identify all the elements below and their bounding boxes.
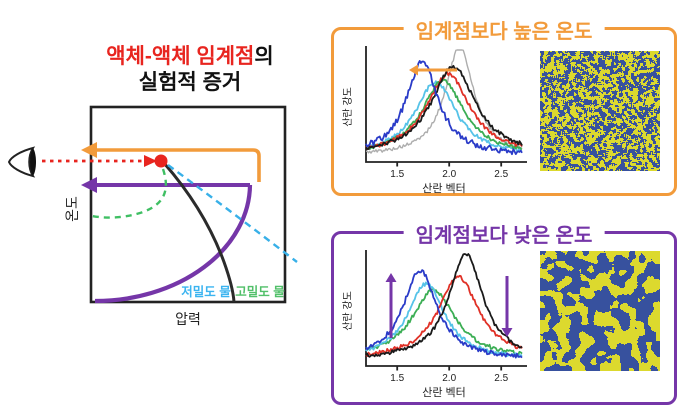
orange-arrowhead — [81, 142, 97, 158]
peak-shift-arrow-group — [409, 64, 457, 76]
chart-axes — [365, 46, 527, 163]
high-density-extension-curve — [91, 168, 168, 219]
phase-diagram: 온도 압력 저밀도 물 고밀도 물 — [7, 105, 298, 327]
panel-low-temp: 임계점보다 낮은 온도 산란 벡터 산란 강도 1.5 2.0 2.5 — [331, 219, 677, 405]
spectrum-curve-cyan — [365, 80, 523, 153]
x-tick-label: 1.5 — [390, 373, 404, 384]
panel-low-temp-title: 임계점보다 낮은 온도 — [403, 219, 605, 248]
shift-arrowhead-left — [409, 64, 418, 76]
chart-axes — [365, 250, 527, 367]
critical-point — [154, 154, 168, 168]
scattering-chart-low-temp: 산란 벡터 산란 강도 1.5 2.0 2.5 — [342, 250, 527, 399]
main-title-line1: 액체-액체 임계점의 — [70, 44, 310, 70]
coexistence-curve — [162, 162, 236, 303]
simulation-snapshot-low-temp — [540, 251, 660, 371]
spectrum-curve-black — [365, 64, 523, 150]
spectrum-curve-red — [365, 274, 523, 357]
panel-high-temp-title: 임계점보다 높은 온도 — [403, 15, 605, 44]
main-title-red-part: 액체-액체 임계점 — [106, 45, 255, 68]
observation-arrowhead — [144, 155, 157, 167]
peak-shift-arrow-group — [385, 273, 513, 338]
temperature-axis-label: 온도 — [64, 196, 80, 222]
y-axis-label: 산란 강도 — [342, 291, 354, 331]
high-density-water-label: 고밀도 물 — [235, 285, 285, 299]
simulation-snapshot-high-temp — [540, 51, 660, 171]
x-tick-label: 2.0 — [442, 373, 456, 384]
x-tick-label: 1.5 — [390, 169, 404, 180]
panel-high-temp: 임계점보다 높은 온도 산란 벡터 산란 강도 1.5 2.0 2.5 — [331, 15, 677, 196]
diagram-frame — [89, 105, 287, 304]
low-density-water-label: 저밀도 물 — [181, 284, 231, 299]
x-axis-label: 산란 벡터 — [422, 182, 466, 195]
spectra-curves — [365, 253, 523, 359]
spectrum-curve-black — [365, 253, 523, 358]
purple-arrowhead — [81, 177, 97, 193]
spectrum-curve-blue — [365, 59, 523, 156]
phase-boundary-curve — [94, 184, 253, 304]
low-density-extension-curve — [167, 164, 298, 263]
eye-icon — [7, 146, 36, 178]
main-title-suffix: 의 — [254, 45, 274, 68]
x-tick-label: 2.5 — [494, 373, 508, 384]
x-tick-label: 2.0 — [442, 169, 456, 180]
main-title-line2: 실험적 증거 — [138, 71, 242, 94]
x-axis-label: 산란 벡터 — [422, 386, 466, 399]
spectrum-curve-green — [365, 78, 523, 151]
spectra-curves — [365, 49, 523, 156]
spectrum-curve-cyan — [365, 281, 523, 358]
x-tick-label: 2.5 — [494, 169, 508, 180]
shift-arrowhead-down — [501, 328, 513, 337]
shift-arrowhead-up — [385, 273, 397, 282]
pressure-axis-label: 압력 — [175, 311, 201, 327]
spectrum-curve-red — [365, 71, 523, 150]
y-axis-label: 산란 강도 — [342, 87, 354, 127]
scattering-chart-high-temp: 산란 벡터 산란 강도 1.5 2.0 2.5 — [342, 46, 527, 195]
main-title: 액체-액체 임계점의 실험적 증거 — [70, 44, 310, 96]
orange-cooling-path — [97, 148, 261, 182]
